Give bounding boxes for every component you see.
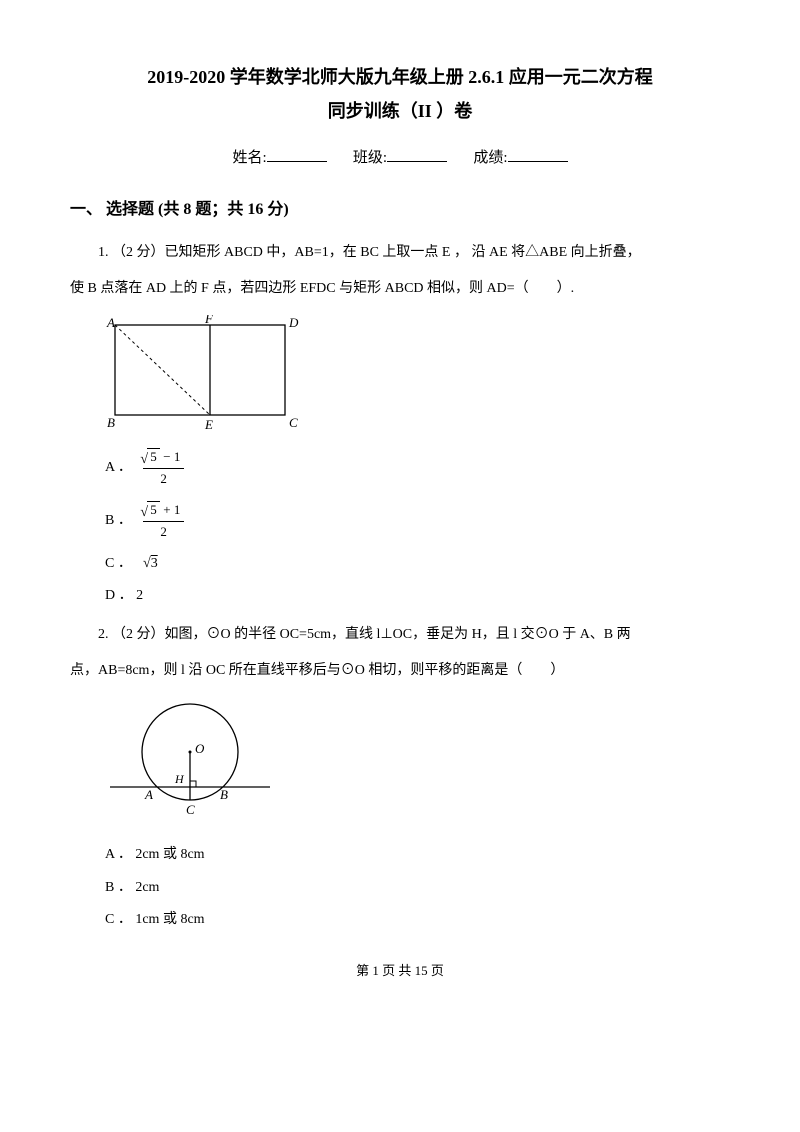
label-O: O [195,741,205,756]
label-H: H [174,772,185,786]
page-footer: 第 1 页 共 15 页 [70,960,730,999]
q1-option-b: B ． 5 + 1 2 √ [105,500,730,543]
label-F: F [204,315,214,326]
q1-optC-label: C ． [105,553,135,575]
q2-option-a: A ． 2cm 或 8cm [105,844,730,866]
q1-option-c: C ． √3 [105,553,730,575]
q1-optB-label: B ． [105,510,135,532]
class-label: 班级: [353,146,387,167]
q2-text-line1: 2. （2 分）如图，⊙O 的半径 OC=5cm，直线 l⊥OC，垂足为 H，且… [70,621,730,649]
name-blank [267,146,327,162]
q2-figure: O H A B C [105,697,730,832]
label-A: A [106,315,115,330]
q2-text-line2: 点，AB=8cm，则 l 沿 OC 所在直线平移后与⊙O 相切，则平移的距离是（… [70,657,730,685]
q1-optA-den: 2 [143,469,184,490]
name-label: 姓名: [232,146,266,167]
label-A2: A [144,787,153,802]
q1-option-a: A ． 5 − 1 2 √ [105,447,730,490]
q2-option-b: B ． 2cm [105,877,730,899]
q2-option-c: C ． 1cm 或 8cm [105,909,730,931]
section1-header: 一、 选择题 (共 8 题；共 16 分) [70,195,730,219]
info-line: 姓名: 班级: 成绩: [70,146,730,167]
score-blank [508,146,568,162]
q1-option-d: D ． 2 [105,585,730,607]
label-D: D [288,315,299,330]
q1-figure: A F D B E C [105,315,730,435]
label-B: B [107,415,115,430]
score-label: 成绩: [473,146,507,167]
title-line1: 2019-2020 学年数学北师大版九年级上册 2.6.1 应用一元二次方程 [70,60,730,94]
q1-text-line2: 使 B 点落在 AD 上的 F 点，若四边形 EFDC 与矩形 ABCD 相似，… [70,275,730,303]
q1-text-line1: 1. （2 分）已知矩形 ABCD 中，AB=1，在 BC 上取一点 E ， 沿… [70,239,730,267]
title-line2: 同步训练（II ）卷 [70,94,730,128]
q1-optB-den: 2 [143,522,184,543]
class-blank [387,146,447,162]
label-E: E [204,417,213,430]
label-C2: C [186,802,195,817]
label-C: C [289,415,298,430]
label-B2: B [220,787,228,802]
q1-optA-label: A ． [105,457,135,479]
